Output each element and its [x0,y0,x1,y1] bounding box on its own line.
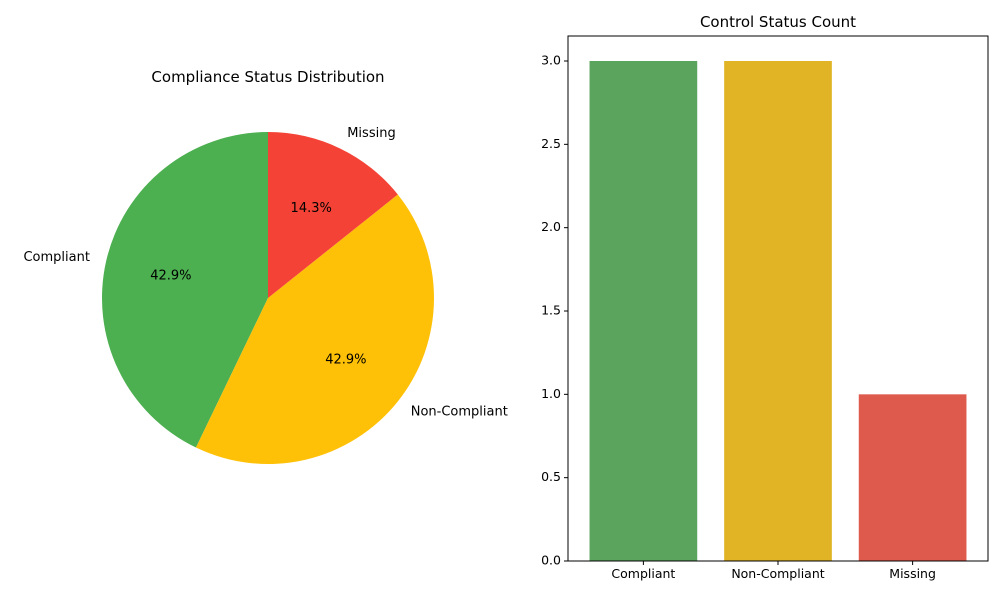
x-tick-label-compliant: Compliant [611,566,675,581]
pie-slice-missing [268,132,398,298]
pie-slice-non-compliant [195,194,434,464]
y-axis-ticks: 0.0 0.5 1.0 1.5 2.0 2.5 3.0 [541,53,568,568]
pie-percent-compliant: 42.9% [150,268,191,283]
pie-chart: Compliance Status Distribution Compliant… [23,68,508,464]
y-tick-label: 0.0 [541,553,561,568]
bar-title: Control Status Count [700,13,856,31]
pie-label-non-compliant: Non-Compliant [411,404,508,419]
x-tick-label-non-compliant: Non-Compliant [731,566,824,581]
pie-labels: Compliant 42.9% Non-Compliant 42.9% Missing 1… [23,126,507,419]
bar-chart: Control Status Count 0.0 0.5 1.0 1.5 2.0 2.5 3… [541,13,989,581]
bar-bars [589,61,967,561]
x-tick-label-missing: Missing [889,566,936,581]
y-tick-label: 3.0 [541,53,561,68]
pie-percent-non-compliant: 42.9% [325,353,366,368]
bar-compliant [589,61,698,561]
pie-percent-missing: 14.3% [291,201,332,216]
pie-title: Compliance Status Distribution [151,68,384,86]
pie-slice-compliant [102,132,268,448]
bar-missing [858,394,967,561]
pie-label-compliant: Compliant [23,250,89,265]
bar-non-compliant [724,61,832,561]
y-tick-label: 1.5 [541,303,561,318]
pie-label-missing: Missing [347,126,395,141]
y-tick-label: 1.0 [541,386,561,401]
y-tick-label: 2.0 [541,219,561,234]
y-tick-label: 2.5 [541,136,561,151]
pie-slices [102,132,434,464]
x-axis-ticks: Compliant Non-Compliant Missing [611,561,936,581]
y-tick-label: 0.5 [541,469,561,484]
